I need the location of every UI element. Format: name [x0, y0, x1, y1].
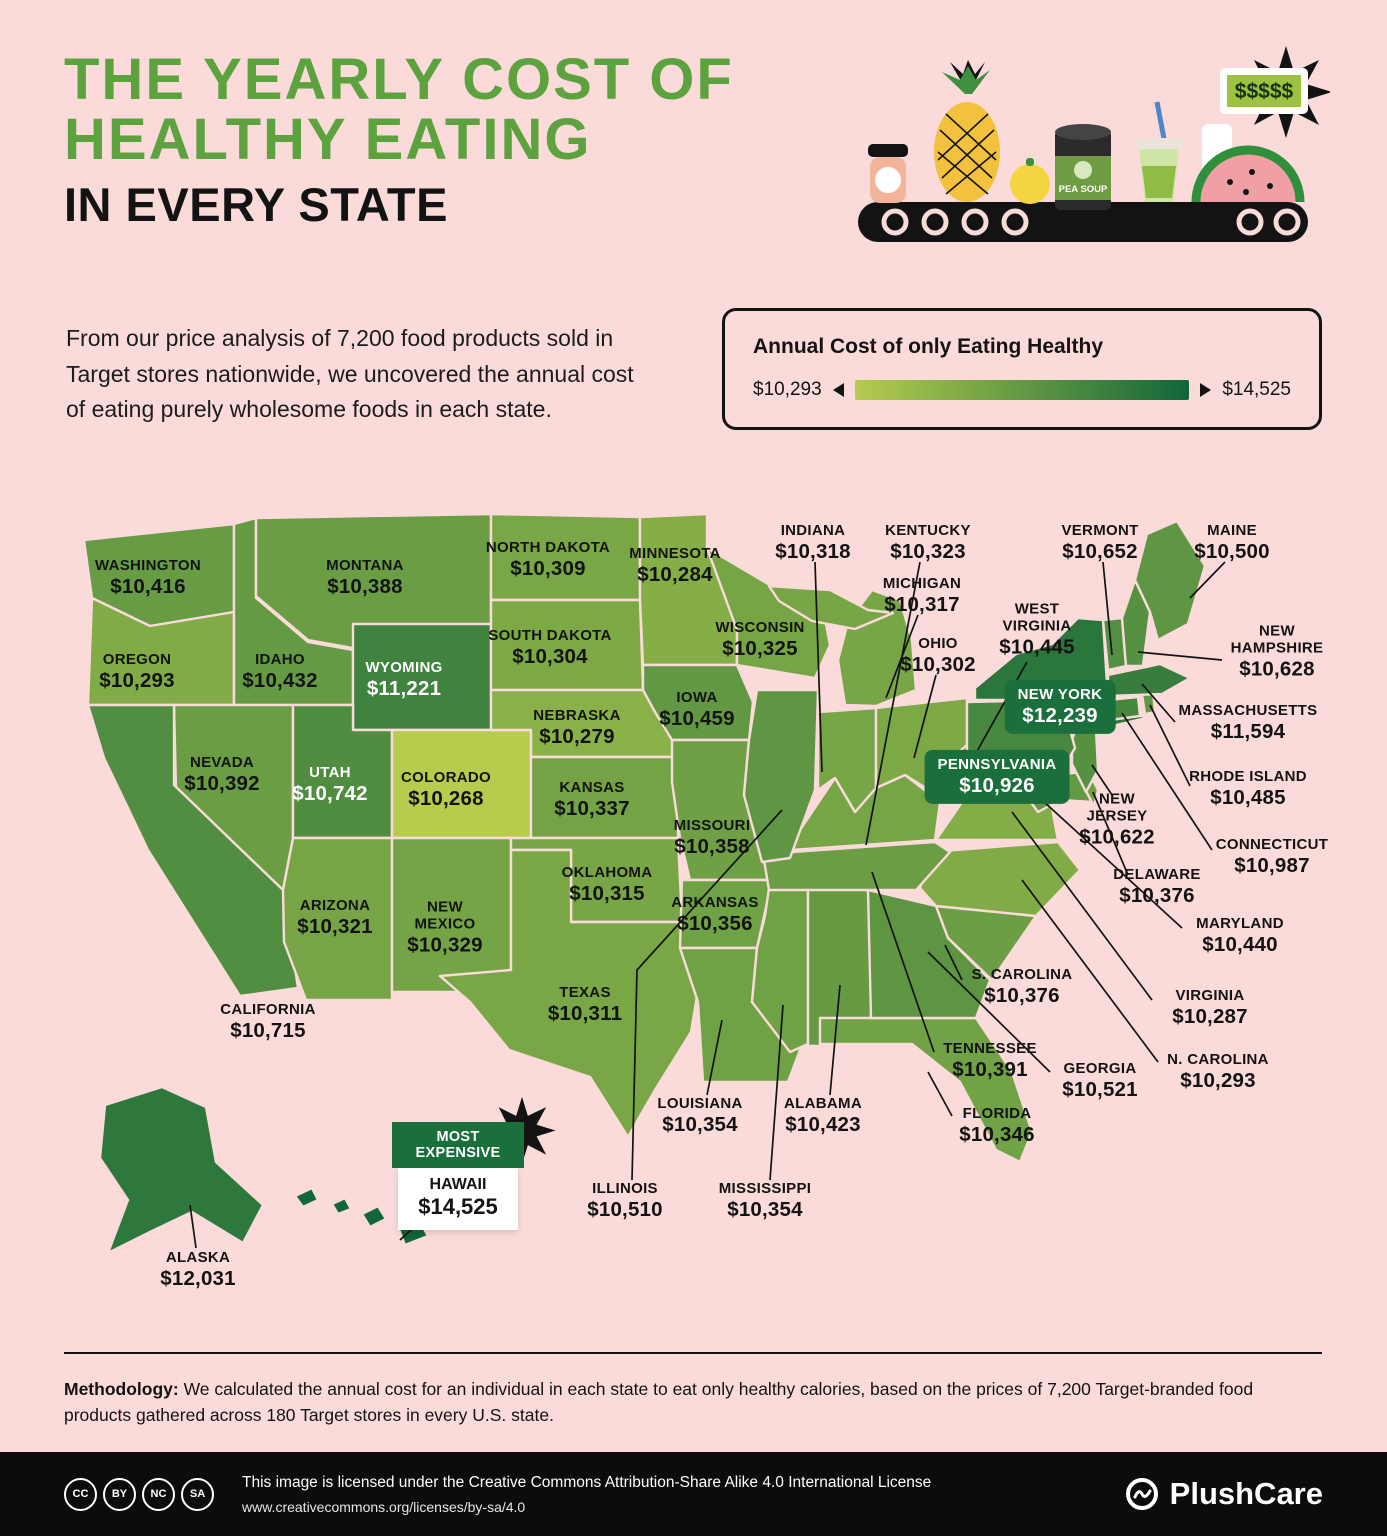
brand-logo: PlushCare — [1124, 1476, 1323, 1512]
license-line1: This image is licensed under the Creativ… — [242, 1473, 932, 1491]
lemon-icon — [1010, 158, 1050, 204]
state-shape-wy — [351, 622, 493, 732]
methodology-label: Methodology: — [64, 1379, 179, 1399]
soup-can-icon: PEA SOUP — [1055, 124, 1111, 210]
legend-max-value: $14,525 — [1222, 379, 1291, 400]
footer-divider — [64, 1352, 1322, 1354]
page-title: THE YEARLY COST OF HEALTHY EATING IN EVE… — [64, 47, 734, 231]
hawaii-value: $14,525 — [418, 1194, 498, 1219]
page-title-line1: THE YEARLY COST OF — [64, 47, 734, 112]
leader-line-oh — [913, 674, 937, 759]
food-conveyor-illustration: PEA SOUP $$$$$ — [858, 46, 1330, 242]
state-shape-hi — [293, 1186, 320, 1209]
smoothie-icon — [1135, 101, 1183, 202]
state-shape-me — [1133, 519, 1207, 642]
cc-icon: CC — [64, 1477, 97, 1511]
legend-title: Annual Cost of only Eating Healthy — [753, 335, 1104, 358]
page-title-line2: HEALTHY EATING — [64, 107, 592, 173]
leader-line-sc — [944, 944, 963, 981]
leader-line-fl — [927, 1071, 953, 1117]
leader-line-ga — [927, 951, 1051, 1073]
state-shape-mi-2 — [767, 584, 895, 631]
state-shape-co — [390, 728, 533, 840]
state-shape-il — [742, 688, 820, 864]
legend-min-value: $10,293 — [753, 379, 822, 400]
leader-line-vt — [1102, 561, 1113, 656]
most-expensive-label: MOST EXPENSIVE — [392, 1122, 524, 1168]
plushcare-icon — [1125, 1478, 1158, 1510]
leader-line-ct — [1121, 712, 1213, 851]
state-shape-az — [281, 836, 394, 1002]
leader-line-md — [1041, 799, 1183, 929]
state-shape-ak — [98, 1085, 265, 1255]
watermelon-icon — [1191, 145, 1305, 203]
state-shape-ca — [86, 703, 300, 998]
legend-gradient-bar — [854, 380, 1190, 400]
leader-line-ak — [189, 1204, 197, 1249]
leader-line-in — [814, 561, 823, 773]
leader-line-nc — [1021, 879, 1159, 1063]
hawaii-callout: HAWAII $14,525 — [398, 1168, 518, 1230]
leader-line-al — [829, 984, 841, 1096]
brand-name: PlushCare — [1169, 1476, 1323, 1511]
methodology: Methodology: We calculated the annual co… — [64, 1376, 1324, 1429]
leader-line-il — [631, 809, 783, 1181]
methodology-text: We calculated the annual cost for an ind… — [64, 1379, 1254, 1426]
legend-right-arrow-icon — [1200, 383, 1212, 397]
cc-by-icon: BY — [103, 1477, 136, 1511]
state-shape-nd — [489, 512, 642, 602]
leader-line-ma — [1141, 683, 1176, 723]
cc-sa-icon: SA — [181, 1477, 214, 1511]
leader-line-ky — [865, 561, 921, 846]
state-shape-hi-2 — [330, 1196, 353, 1216]
leader-line-tn — [871, 871, 935, 1053]
leader-line-nj — [1091, 764, 1113, 796]
leader-line-va — [1011, 811, 1153, 1001]
state-shape-sd — [489, 598, 645, 692]
price-tag-burst: $$$$$ — [1220, 46, 1330, 138]
soup-can-label: PEA SOUP — [1059, 184, 1108, 195]
jam-jar-icon — [868, 144, 908, 203]
leader-line-la — [706, 1019, 723, 1096]
leader-line-ri — [1149, 704, 1191, 787]
state-shape-fl — [818, 1016, 1034, 1164]
legend-scale: $10,293 $14,525 — [753, 379, 1291, 401]
legend-box: Annual Cost of only Eating Healthy $10,2… — [722, 308, 1322, 430]
state-shape-ks — [529, 755, 680, 840]
state-shape-ar — [678, 878, 774, 950]
state-shape-ny — [973, 616, 1110, 702]
state-shape-nm — [390, 836, 513, 994]
most-expensive-badge: MOST EXPENSIVE HAWAII $14,525 — [392, 1096, 556, 1230]
footer-bar: CC BY NC SA This image is licensed under… — [0, 1452, 1387, 1536]
state-shape-pa — [965, 698, 1077, 772]
legend-left-arrow-icon — [832, 383, 844, 397]
state-shape-nh — [1120, 578, 1152, 668]
hawaii-name: HAWAII — [429, 1176, 487, 1193]
conveyor-rings — [881, 208, 1301, 236]
leader-line-ms — [769, 1004, 784, 1181]
state-shape-hi-3 — [360, 1204, 388, 1229]
license-text: This image is licensed under the Creativ… — [242, 1474, 1124, 1515]
license-line2[interactable]: www.creativecommons.org/licenses/by-sa/4… — [242, 1498, 526, 1515]
leader-line-de — [1092, 791, 1129, 876]
state-shape-tn — [761, 840, 952, 892]
page-title-line3: IN EVERY STATE — [64, 177, 448, 231]
cc-nc-icon: NC — [142, 1477, 175, 1511]
pineapple-icon — [934, 60, 1000, 202]
cc-badges: CC BY NC SA — [64, 1477, 214, 1511]
intro-text: From our price analysis of 7,200 food pr… — [66, 325, 634, 423]
leader-line-me — [1189, 561, 1226, 599]
leader-line-mi — [885, 614, 919, 699]
leader-line-nh — [1137, 651, 1223, 661]
price-tag-text: $$$$$ — [1235, 80, 1294, 103]
